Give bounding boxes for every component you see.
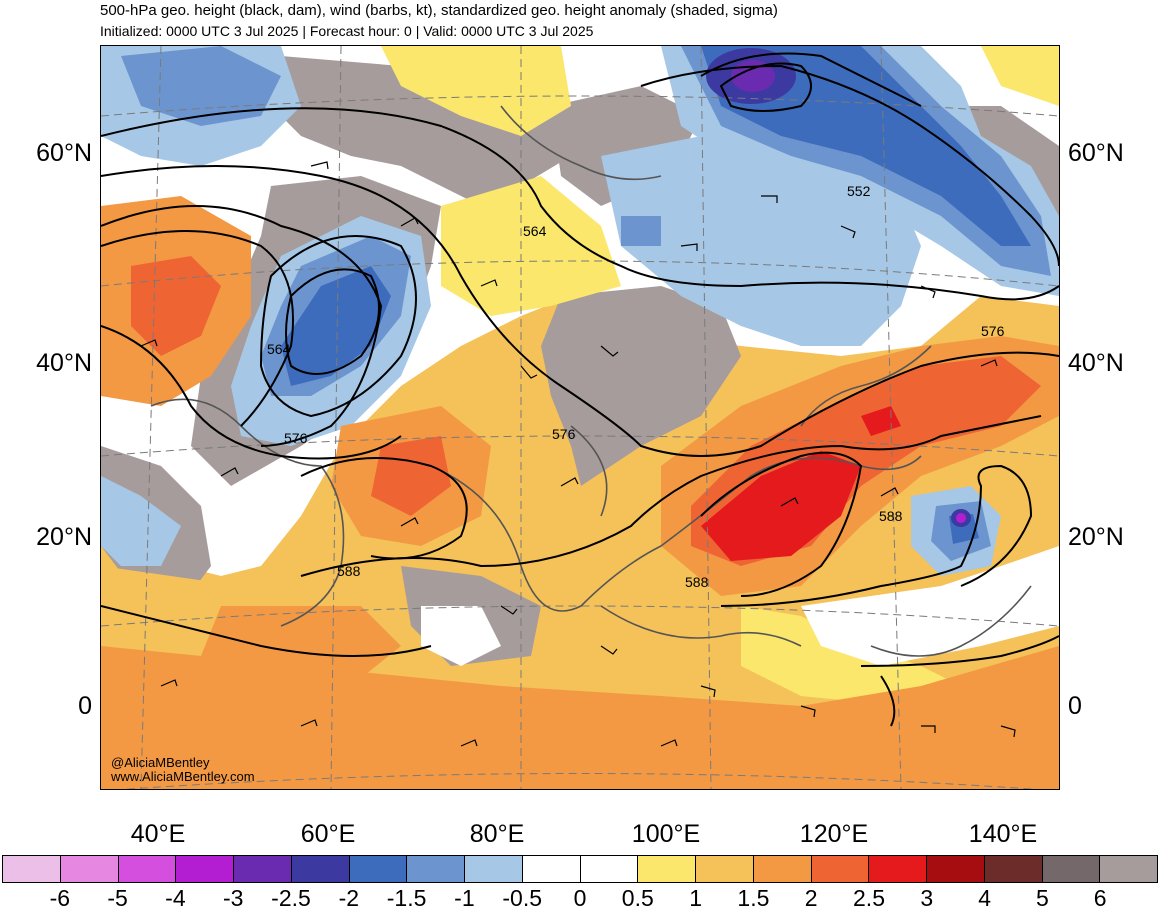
colorbar-swatch — [927, 855, 985, 883]
neutral-region-south — [421, 606, 501, 666]
colorbar-swatch — [1042, 855, 1101, 883]
colorbar-swatch — [349, 855, 408, 883]
lon-label: 120°E — [799, 820, 869, 848]
lat-label-left: 40°N — [36, 349, 92, 377]
colorbar-swatch — [465, 855, 523, 883]
colorbar-tick-label: 0.5 — [621, 885, 654, 911]
lat-label-left: 60°N — [36, 139, 92, 167]
lat-label-left: 20°N — [36, 523, 92, 551]
yellow-anomaly-region — [981, 46, 1059, 106]
colorbar-tick-label: -4 — [165, 885, 186, 911]
red-anomaly-region — [371, 436, 451, 516]
colorbar-swatch — [60, 855, 119, 883]
colorbar-swatch — [234, 855, 292, 883]
colorbar-swatch — [291, 855, 350, 883]
height-contours — [101, 52, 1059, 727]
colorbar-swatch — [984, 855, 1043, 883]
map-subtitle: Initialized: 0000 UTC 3 Jul 2025 | Forec… — [100, 23, 594, 39]
colorbar-tick-label: 5 — [1035, 885, 1049, 911]
colorbar-tick-label: 2.5 — [853, 885, 885, 911]
credit-site: www.AliciaMBentley.com — [110, 769, 255, 784]
colorbar-tick-label: -2 — [338, 885, 360, 911]
colorbar-swatch — [522, 855, 581, 883]
colorbar-swatch — [696, 855, 754, 883]
lat-label-right: 0 — [1068, 692, 1082, 720]
colorbar-tick-label: 4 — [978, 885, 991, 911]
map-title: 500-hPa geo. height (black, dam), wind (… — [100, 2, 778, 19]
orange-anomaly-region — [201, 606, 401, 686]
colorbar-swatch — [176, 855, 234, 883]
colorbar — [2, 855, 1158, 883]
lon-label: 80°E — [469, 820, 525, 848]
neutral-region-south — [801, 546, 1059, 666]
colorbar-tick-label: 1 — [689, 885, 702, 911]
yellow-anomaly-region — [381, 46, 571, 136]
lat-label-left: 0 — [78, 692, 92, 720]
colorbar-tick-label: 0 — [573, 885, 587, 911]
contour-label: 576 — [981, 323, 1005, 339]
colorbar-tick-label: -2.5 — [271, 885, 311, 911]
contour-label: 588 — [879, 508, 903, 524]
colorbar-swatch — [407, 855, 465, 883]
grey-anomaly-region — [541, 286, 741, 486]
blue-anomaly-region — [701, 46, 1031, 246]
wind-barbs — [140, 161, 1016, 747]
colorbar-tick-label: -0.5 — [502, 885, 543, 911]
colorbar-swatch — [118, 855, 177, 883]
colorbar-tick-label: 6 — [1093, 885, 1107, 911]
contour-label: 576 — [552, 426, 576, 442]
blue-anomaly-region — [281, 266, 391, 386]
lon-label: 60°E — [300, 820, 356, 848]
colorbar-tick-label: 2 — [804, 885, 818, 911]
colorbar-tick-label: -6 — [49, 885, 71, 911]
colorbar-swatch — [2, 855, 61, 883]
colorbar-tick-label: 1.5 — [737, 885, 770, 911]
yellow-anomaly-region — [441, 176, 621, 316]
blue-anomaly-region — [121, 46, 281, 126]
lon-label: 40°E — [130, 820, 186, 848]
contour-label: 588 — [685, 574, 709, 590]
colorbar-tick-label: -5 — [107, 885, 128, 911]
colorbar-swatch — [811, 855, 870, 883]
lon-label: 100°E — [631, 820, 701, 848]
contour-label: 588 — [337, 563, 361, 579]
weather-map: 552 564 564 576 576 576 588 588 588 @Ali… — [100, 45, 1060, 790]
blue-anomaly-region — [621, 216, 661, 246]
lat-label-right: 60°N — [1068, 139, 1124, 167]
colorbar-swatch — [1100, 855, 1158, 883]
colorbar-tick-label: -1.5 — [386, 885, 427, 911]
contour-label: 552 — [847, 183, 871, 199]
colorbar-swatch — [638, 855, 696, 883]
contour-label: 576 — [284, 430, 308, 446]
lon-label: 140°E — [968, 820, 1038, 848]
colorbar-tick-label: 3 — [920, 885, 934, 911]
colorbar-swatch — [753, 855, 812, 883]
coastlines — [150, 105, 1032, 657]
contour-label: 564 — [267, 341, 291, 357]
credit-handle: @AliciaMBentley — [111, 755, 210, 770]
blue-anomaly-region — [101, 476, 181, 566]
contour-label: 564 — [523, 223, 547, 239]
colorbar-tick-label: -1 — [454, 885, 475, 911]
colorbar-tick-label: -3 — [222, 885, 244, 911]
lat-label-right: 40°N — [1068, 349, 1124, 377]
lat-label-right: 20°N — [1068, 523, 1124, 551]
low-center — [956, 513, 966, 523]
colorbar-swatch — [869, 855, 927, 883]
colorbar-swatch — [580, 855, 639, 883]
